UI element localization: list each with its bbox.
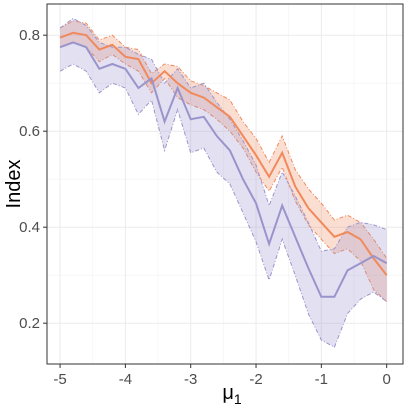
x-tick-label: -3 (184, 371, 197, 388)
x-tick-label: 0 (382, 371, 390, 388)
major-grid (47, 4, 403, 364)
y-tick-label: 0.4 (19, 219, 40, 236)
series-lines (59, 31, 388, 298)
y-tick-label: 0.6 (19, 123, 40, 140)
series-1-line (59, 31, 388, 276)
x-tick-label: -1 (315, 371, 328, 388)
series-1-upper-bound (59, 20, 388, 259)
series-1-lower-bound (59, 41, 388, 302)
x-axis-title: μ1 (222, 382, 242, 407)
series-2-lower-bound (59, 63, 387, 348)
axis-tick-labels: -5 -4 -3 -2 -1 0 0.2 0.4 0.6 0.8 (19, 27, 391, 388)
y-axis-title: Index (3, 160, 25, 209)
x-tick-label: -4 (119, 371, 132, 388)
y-tick-label: 0.8 (19, 27, 40, 44)
x-axis-title-main: μ (222, 382, 234, 404)
y-tick-label: 0.2 (19, 315, 40, 332)
panel-border (46, 3, 404, 365)
series-2-band (60, 18, 387, 348)
x-axis-title-subscript: 1 (234, 391, 242, 407)
minor-grid (47, 4, 403, 364)
series-2-line (59, 41, 388, 298)
x-tick-label: -5 (53, 371, 66, 388)
x-tick-label: -2 (249, 371, 262, 388)
axis-ticks (43, 34, 388, 368)
series-1-band (60, 20, 387, 302)
